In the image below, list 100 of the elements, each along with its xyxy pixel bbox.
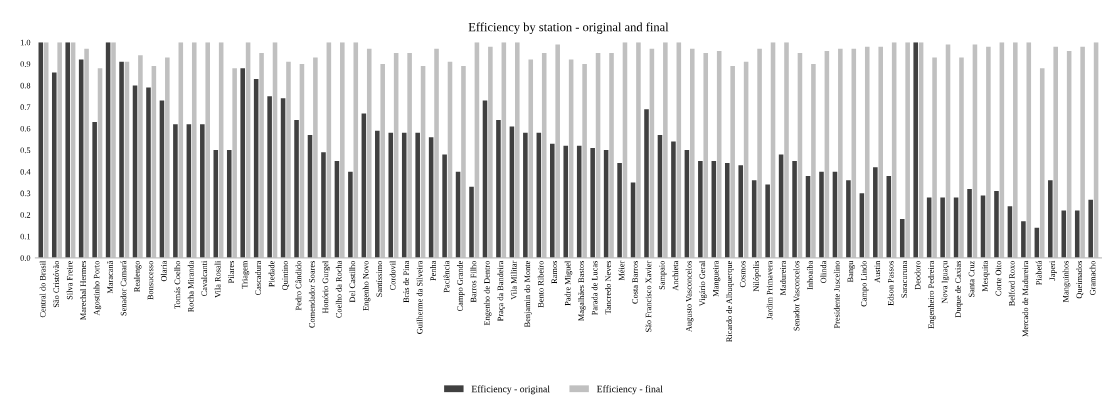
x-tick-label: Del Castilho bbox=[349, 261, 356, 303]
x-tick-label: Austin bbox=[874, 260, 881, 283]
x-tick-label: Engenheiro Pedreira bbox=[928, 260, 936, 329]
bar bbox=[1074, 210, 1080, 258]
x-tick-label: Anchieta bbox=[672, 260, 679, 291]
x-tick-label: Penha bbox=[430, 260, 436, 281]
bar bbox=[1021, 221, 1026, 258]
bar bbox=[496, 119, 501, 258]
bar bbox=[994, 191, 999, 258]
x-tick-label: Marechal Hermes bbox=[80, 261, 86, 320]
x-tick-label: Bonsucesso bbox=[147, 261, 154, 300]
x-tick-label: Piabetá bbox=[1035, 260, 1042, 285]
x-tick-label: Honório Gurgel bbox=[322, 260, 330, 314]
x-tick-label: Costa Barros bbox=[632, 261, 638, 304]
x-tick-label: Cavalcanti bbox=[201, 260, 208, 296]
x-tick-label: Madureira bbox=[780, 260, 786, 296]
x-tick-label: Rocha Miranda bbox=[187, 260, 194, 313]
x-tick-label: Bento Ribeiro bbox=[537, 261, 544, 308]
x-tick-label: Queimados bbox=[1076, 261, 1084, 299]
x-tick-label: Senador Vasconcelos bbox=[793, 261, 800, 331]
bar bbox=[563, 145, 569, 258]
x-tick-label: Triagem bbox=[241, 260, 250, 289]
x-tick-label: Campo Grande bbox=[456, 260, 465, 312]
x-tick-label: Deodoro bbox=[914, 261, 921, 290]
y-tick-label: 0.6 bbox=[20, 125, 31, 132]
x-tick-label: Nilópolis bbox=[753, 261, 761, 292]
x-tick-label: Mercado de Madureira bbox=[1022, 260, 1029, 337]
bar bbox=[873, 167, 878, 258]
x-tick-label: Cosmos bbox=[739, 261, 746, 288]
x-tick-label: Parada de Lucas bbox=[591, 261, 598, 316]
bar bbox=[1048, 180, 1053, 258]
bar bbox=[119, 61, 124, 258]
x-tick-label: Agostinho Porto bbox=[93, 261, 102, 316]
y-tick-label: 0.5 bbox=[20, 147, 31, 154]
x-tick-label: Magalhães Bastos bbox=[578, 261, 586, 321]
x-tick-label: Nova Iguaçu bbox=[941, 260, 950, 304]
bar bbox=[469, 186, 474, 258]
y-tick-label: 0.8 bbox=[20, 82, 31, 89]
x-tick-label: Quintino bbox=[282, 261, 290, 290]
x-tick-label: Tomás Coelho bbox=[174, 261, 181, 309]
bar bbox=[738, 165, 744, 258]
bar bbox=[1061, 210, 1067, 258]
x-tick-label: Ricardo de Albuquerque bbox=[726, 260, 734, 342]
x-tick-label: Vila Rosali bbox=[214, 260, 221, 298]
bar bbox=[792, 160, 797, 258]
y-tick-label: 1.0 bbox=[20, 39, 31, 46]
x-tick-label: Augusto Vasconcelos bbox=[685, 261, 694, 332]
bar bbox=[321, 152, 326, 258]
x-tick-label: Belford Roxo bbox=[1008, 261, 1015, 307]
x-tick-label: Cordovil bbox=[389, 260, 396, 290]
x-tick-label: Olinda bbox=[820, 260, 827, 284]
bar bbox=[846, 180, 851, 258]
x-tick-label: Méier bbox=[618, 260, 625, 281]
bar bbox=[1088, 199, 1093, 258]
x-tick-label: Campo Lindo bbox=[860, 261, 869, 307]
x-tick-label: Manguinhos bbox=[1062, 261, 1071, 303]
x-tick-label: Senador Camará bbox=[120, 260, 127, 316]
x-tick-label: Comendador Soares bbox=[308, 261, 315, 328]
y-tick-label: 0.0 bbox=[20, 255, 31, 261]
x-tick-label: Coelho da Rocha bbox=[335, 260, 342, 318]
y-tick-label: 0.2 bbox=[20, 212, 31, 218]
x-tick-label: Paciência bbox=[443, 260, 450, 293]
y-tick-label: 0.1 bbox=[20, 233, 31, 240]
x-tick-label: Barros Filho bbox=[470, 261, 477, 303]
bar bbox=[442, 154, 447, 258]
y-tick-label: 0.4 bbox=[20, 169, 31, 175]
bar bbox=[92, 122, 97, 258]
x-tick-label: Inhoaíba bbox=[806, 260, 813, 290]
x-tick-label: Engenho de Dentro bbox=[483, 261, 492, 326]
bar bbox=[415, 132, 420, 258]
bar bbox=[240, 68, 245, 258]
y-tick-label: 0.3 bbox=[20, 190, 31, 197]
x-tick-label: Piedade bbox=[268, 260, 275, 287]
x-tick-label: Sampaio bbox=[659, 261, 667, 290]
x-tick-label: Tancredo Neves bbox=[605, 261, 611, 315]
bar bbox=[644, 109, 649, 258]
chart-title: Efficiency by station - original and final bbox=[468, 22, 669, 34]
bar bbox=[698, 160, 703, 258]
x-tick-label: Benjamin do Monte bbox=[524, 260, 532, 328]
x-tick-label: São Cristóvão bbox=[53, 261, 60, 308]
x-tick-label: Edson Passos bbox=[887, 261, 894, 306]
bar bbox=[671, 141, 676, 258]
x-tick-label: Guilherme da Silveira bbox=[416, 260, 423, 334]
x-tick-label: Santíssimo bbox=[376, 261, 383, 297]
x-tick-label: Ramos bbox=[551, 261, 558, 284]
bar bbox=[401, 132, 407, 258]
bar bbox=[913, 42, 918, 258]
legend-label: Efficiency - original bbox=[471, 385, 550, 395]
y-tick-label: 0.9 bbox=[20, 61, 31, 67]
bar bbox=[146, 87, 151, 258]
x-tick-label: Bangu bbox=[847, 260, 855, 283]
bar bbox=[967, 188, 972, 258]
bar bbox=[267, 96, 272, 258]
bar bbox=[226, 150, 232, 258]
x-tick-label: Engenho Novo bbox=[362, 261, 371, 311]
x-tick-label: Maracanã bbox=[107, 260, 113, 294]
x-tick-label: Pedro Cândido bbox=[295, 261, 302, 311]
bar bbox=[550, 143, 555, 258]
x-tick-label: Vila Militar bbox=[510, 260, 517, 300]
x-tick-label: Olaria bbox=[160, 260, 167, 282]
